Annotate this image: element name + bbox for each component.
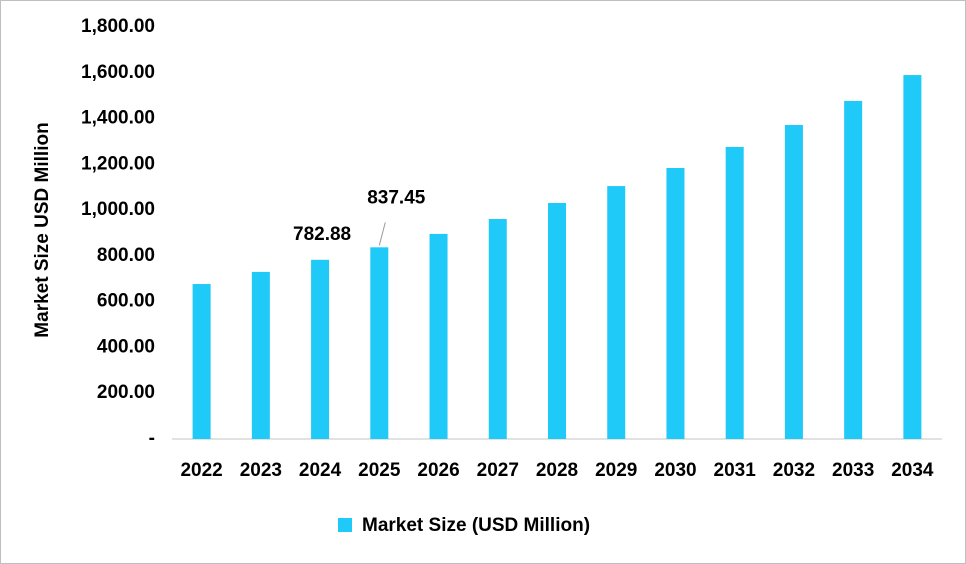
- bar: [251, 271, 270, 439]
- x-tick-label: 2029: [595, 460, 637, 481]
- bar: [192, 284, 211, 439]
- y-tick-label: 1,600.00: [81, 62, 155, 83]
- y-axis-title: Market Size USD Million: [32, 122, 53, 337]
- x-tick-label: 2025: [358, 460, 401, 481]
- x-tick-label: 2026: [417, 460, 459, 481]
- y-tick-label: 600.00: [97, 291, 155, 312]
- bar: [784, 124, 803, 439]
- x-tick-label: 2023: [240, 460, 282, 481]
- x-tick-label: 2034: [891, 460, 934, 481]
- y-tick-label: 1,400.00: [81, 108, 155, 129]
- y-tick-label: -: [149, 428, 155, 449]
- bar: [903, 75, 922, 440]
- x-tick-label: 2030: [654, 460, 696, 481]
- y-tick-label: 400.00: [97, 336, 155, 357]
- bar: [370, 247, 389, 439]
- x-tick-label: 2032: [773, 460, 815, 481]
- legend-swatch: [338, 518, 352, 532]
- bar: [725, 146, 744, 439]
- x-tick-label: 2033: [832, 460, 874, 481]
- legend-label: Market Size (USD Million): [362, 515, 590, 536]
- data-label: 782.88: [293, 224, 351, 245]
- bar: [429, 233, 448, 439]
- y-tick-label: 1,000.00: [81, 199, 155, 220]
- data-label: 837.45: [367, 187, 426, 208]
- bar: [311, 259, 330, 439]
- x-tick-label: 2031: [714, 460, 757, 481]
- y-tick-label: 1,800.00: [81, 16, 155, 37]
- bar: [607, 186, 626, 439]
- bar: [844, 100, 863, 439]
- y-tick-label: 1,200.00: [81, 153, 155, 174]
- bar: [666, 167, 685, 440]
- bar: [488, 219, 507, 439]
- x-tick-label: 2028: [536, 460, 578, 481]
- x-tick-label: 2024: [299, 460, 342, 481]
- x-tick-label: 2027: [477, 460, 519, 481]
- y-tick-label: 200.00: [97, 382, 155, 403]
- leader-line: [378, 222, 386, 246]
- y-tick-label: 800.00: [97, 245, 155, 266]
- x-tick-label: 2022: [180, 460, 222, 481]
- bar: [548, 203, 566, 439]
